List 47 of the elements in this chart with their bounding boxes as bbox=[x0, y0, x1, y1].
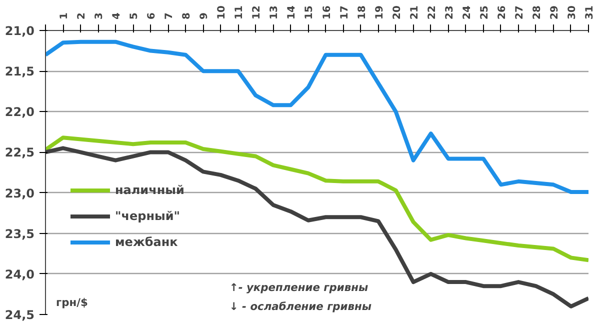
y-tick-label: 21,0 bbox=[4, 24, 34, 38]
y-tick-label: 24,0 bbox=[4, 267, 34, 282]
x-tick-label: 17 bbox=[339, 6, 350, 20]
line-series bbox=[46, 136, 588, 262]
y-tick-label: 24,5 bbox=[4, 308, 34, 322]
legend-label: межбанк bbox=[115, 235, 178, 249]
x-tick-label: 10 bbox=[216, 6, 228, 20]
legend-label: "черный" bbox=[115, 209, 180, 223]
x-tick-label: 16 bbox=[322, 6, 333, 20]
x-tick-label: 22 bbox=[426, 6, 438, 20]
x-tick-label: 23 bbox=[444, 6, 456, 20]
x-tick-label: 30 bbox=[566, 6, 578, 20]
y-tick-label: 23,0 bbox=[4, 186, 34, 200]
x-tick-label: 2 bbox=[76, 12, 88, 20]
x-tick-label: 31 bbox=[584, 6, 596, 20]
x-tick-label: 6 bbox=[146, 12, 158, 20]
x-tick-label: 1 bbox=[59, 12, 70, 20]
x-tick-label: 27 bbox=[514, 6, 526, 20]
x-tick-label: 13 bbox=[269, 6, 280, 20]
x-tick-label: 9 bbox=[199, 12, 210, 20]
x-tick-label: 19 bbox=[374, 6, 386, 20]
y-tick-label: 22,0 bbox=[4, 105, 34, 120]
x-tick-label: 28 bbox=[532, 6, 543, 20]
x-tick-label: 5 bbox=[129, 12, 140, 20]
x-tick-label: 12 bbox=[252, 6, 263, 20]
x-tick-label: 14 bbox=[286, 6, 298, 20]
x-tick-label: 15 bbox=[304, 6, 316, 20]
x-tick-label: 18 bbox=[356, 6, 368, 20]
x-tick-label: 7 bbox=[164, 12, 176, 20]
legend-label: наличный bbox=[115, 183, 184, 197]
x-tick-label: 8 bbox=[182, 12, 193, 20]
annotation: ↓ - ослабление гривны bbox=[229, 300, 372, 313]
x-tick-label: 26 bbox=[496, 6, 508, 20]
annotation: грн/$ bbox=[56, 296, 88, 309]
line-series bbox=[46, 40, 588, 194]
x-tick-label: 24 bbox=[462, 6, 473, 20]
x-tick-label: 29 bbox=[549, 6, 560, 20]
y-tick-label: 22,5 bbox=[4, 146, 34, 160]
y-tick-label: 21,5 bbox=[4, 64, 34, 79]
x-tick-label: 3 bbox=[94, 12, 106, 20]
x-tick-label: 4 bbox=[112, 12, 123, 20]
x-tick-label: 20 bbox=[392, 6, 403, 20]
x-tick-label: 11 bbox=[234, 6, 246, 20]
x-tick-label: 21 bbox=[409, 6, 420, 20]
x-tick-label: 25 bbox=[479, 6, 490, 20]
y-tick-label: 23,5 bbox=[4, 226, 34, 241]
annotation: ↑- укрепление гривны bbox=[229, 281, 368, 294]
